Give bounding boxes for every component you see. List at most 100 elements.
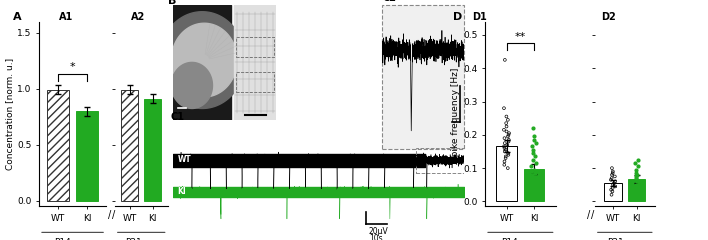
Point (632, 158, 644, 162)
Text: A: A (13, 12, 22, 22)
Text: /: / (112, 210, 115, 220)
Point (608, 181, 620, 185)
Text: /: / (108, 210, 111, 220)
Point (502, 118, 513, 122)
Point (632, 180, 643, 183)
Bar (605, 183, 622, 201)
Point (527, 173, 538, 177)
Point (607, 171, 618, 175)
Point (633, 181, 644, 185)
Text: 10s: 10s (369, 234, 382, 240)
Point (606, 166, 617, 170)
Point (610, 180, 621, 183)
Point (630, 176, 641, 180)
Point (499, 141, 510, 145)
Point (630, 168, 641, 172)
Point (631, 178, 642, 182)
Text: /: / (591, 210, 594, 220)
Text: A1: A1 (59, 12, 74, 22)
Point (503, 139, 514, 143)
Polygon shape (159, 12, 246, 108)
Text: D1: D1 (472, 12, 487, 22)
Point (528, 138, 539, 142)
Point (629, 188, 641, 192)
Point (530, 178, 542, 182)
Bar (236, 72, 274, 92)
Point (527, 126, 538, 130)
Point (530, 141, 542, 145)
Point (530, 161, 542, 165)
Point (501, 114, 512, 118)
Bar (144, 99, 161, 201)
Point (530, 194, 541, 198)
Point (502, 143, 513, 147)
Point (527, 158, 538, 162)
Text: KI: KI (178, 186, 186, 196)
Bar (234, 5, 276, 120)
Text: C1: C1 (171, 112, 185, 122)
Text: P14: P14 (501, 238, 518, 240)
Text: A2: A2 (130, 12, 145, 22)
Bar (416, 148, 464, 173)
Point (498, 106, 510, 110)
Text: /: / (588, 210, 590, 220)
Bar (47, 90, 69, 201)
Text: D: D (453, 12, 462, 22)
Point (632, 165, 644, 168)
Point (610, 185, 621, 188)
Point (503, 131, 515, 135)
Point (499, 58, 510, 62)
Point (503, 138, 515, 142)
Bar (173, 5, 231, 120)
Point (502, 135, 513, 138)
Point (605, 188, 617, 192)
Point (530, 191, 542, 195)
Point (500, 148, 511, 152)
Point (503, 151, 514, 155)
Point (630, 174, 641, 178)
Point (498, 163, 510, 167)
Point (499, 136, 510, 140)
Text: B: B (169, 0, 177, 6)
Point (530, 155, 541, 158)
Point (529, 168, 540, 172)
Text: 20μV: 20μV (369, 227, 389, 235)
Point (503, 133, 514, 137)
Point (607, 169, 619, 173)
Bar (76, 111, 98, 201)
Point (526, 165, 537, 168)
Polygon shape (171, 62, 212, 108)
Point (500, 155, 511, 158)
Point (501, 125, 512, 128)
Point (499, 160, 510, 163)
Point (607, 183, 619, 187)
Text: **: ** (515, 32, 526, 42)
Bar (628, 179, 645, 201)
Point (527, 151, 539, 155)
Point (630, 171, 641, 175)
Point (499, 150, 510, 153)
Point (530, 185, 541, 188)
Text: P21: P21 (607, 238, 624, 240)
Polygon shape (171, 23, 237, 97)
Text: *: * (70, 62, 75, 72)
Point (501, 130, 512, 133)
Point (503, 153, 514, 157)
Point (527, 188, 539, 192)
Point (527, 148, 539, 152)
Point (607, 186, 618, 190)
Point (530, 169, 542, 173)
Point (498, 128, 510, 132)
Point (629, 186, 640, 190)
Point (607, 190, 618, 193)
Point (606, 173, 617, 177)
Point (632, 173, 643, 177)
Text: D2: D2 (600, 12, 615, 22)
Bar (524, 169, 544, 201)
Text: P14: P14 (54, 238, 71, 240)
Bar (496, 146, 517, 201)
Point (502, 166, 513, 170)
Y-axis label: spike frequency [Hz]: spike frequency [Hz] (451, 67, 460, 161)
Point (499, 146, 510, 150)
Text: C2: C2 (382, 0, 396, 3)
